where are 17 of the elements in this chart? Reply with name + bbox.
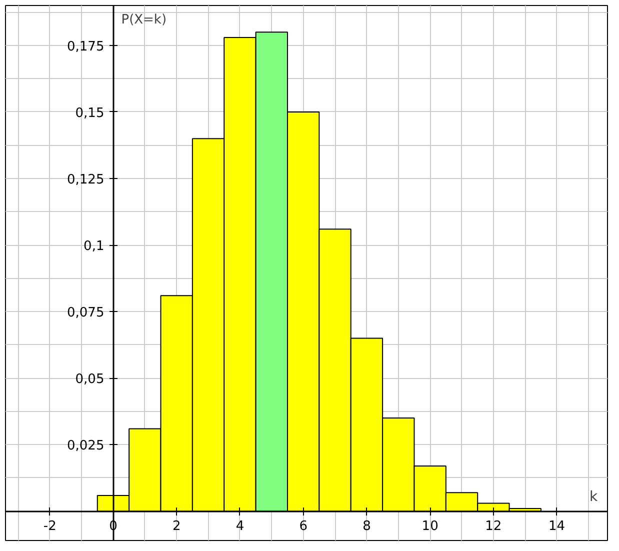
y-tick-label: 0,1 [84,239,104,254]
x-tick-label: 10 [422,519,438,534]
x-tick-label: 4 [236,519,244,534]
y-tick-label: 0,175 [67,39,104,54]
x-axis-title: k [590,489,598,506]
x-tick-label: 6 [299,519,308,534]
x-tick-label: 8 [362,519,371,534]
x-tick-label: 14 [548,519,566,534]
x-tick-label: 12 [485,519,502,534]
y-tick-label: 0,15 [75,106,104,121]
x-tick-label: -2 [43,519,56,534]
y-tick-label: 0,075 [67,306,104,321]
y-tick-label: 0,025 [67,438,104,454]
y-tick-label: 0,125 [67,172,104,188]
y-axis-title: P(X=k) [121,12,167,28]
y-tick-label: 0,05 [75,372,104,388]
x-tick-label: 2 [172,519,181,534]
